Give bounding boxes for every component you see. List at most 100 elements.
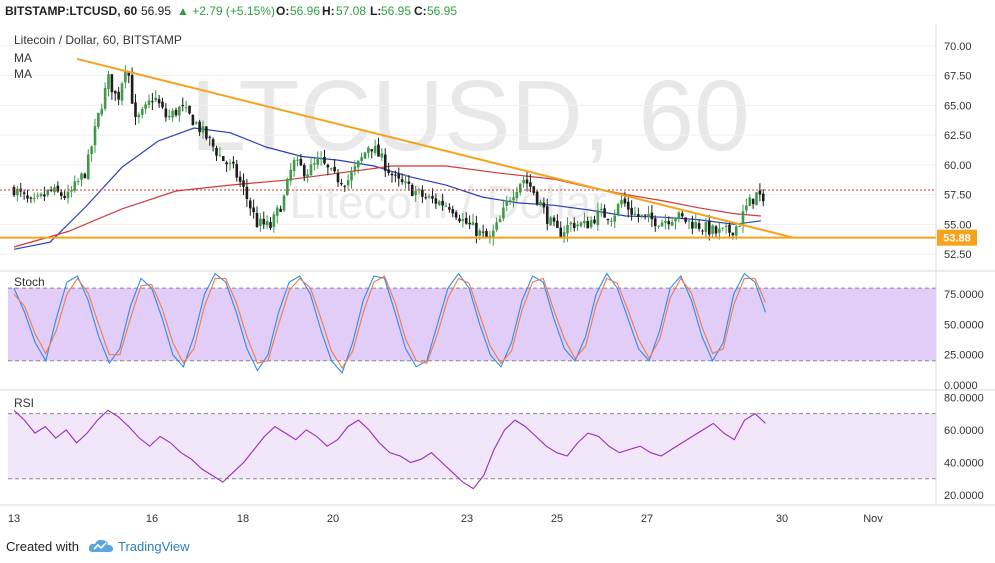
high-label: H: (322, 4, 335, 18)
time-tick: 16 (146, 513, 158, 525)
candle-body (444, 205, 448, 207)
candle-body (242, 180, 245, 187)
candle-body (279, 208, 282, 212)
candle-body (637, 214, 640, 217)
candle-body (475, 222, 478, 236)
tradingview-cloud-icon[interactable] (88, 537, 114, 555)
candle-body (694, 221, 698, 229)
candle-body (370, 149, 374, 152)
candle-body (373, 146, 377, 153)
candle-body (336, 173, 340, 183)
ma-slow-line (13, 165, 762, 248)
stoch-pane: 75.0000 50.0000 25.0000 0.0000 Stoch (8, 272, 984, 392)
candle-body (512, 197, 515, 201)
price-tick-label: 60.00 (944, 160, 972, 172)
candle-body (535, 191, 539, 205)
time-axis: 13 16 18 20 23 25 27 30 Nov (8, 513, 883, 525)
candle-body (124, 71, 127, 83)
open-value: 56.96 (290, 4, 321, 18)
candle-body (350, 172, 353, 181)
candle-body (721, 227, 725, 229)
price-change: ▲ +2.79 (+5.15%) (177, 4, 275, 18)
candle-body (218, 155, 222, 157)
candle-body (761, 193, 765, 202)
price-tick-label: 70.00 (944, 41, 972, 53)
candle-body (714, 226, 718, 234)
candle-body (630, 207, 633, 215)
candle-body (620, 199, 623, 205)
candle-body (39, 193, 43, 197)
candle-body (407, 181, 411, 184)
candle-body (296, 159, 299, 161)
candle-body (326, 164, 330, 168)
candle-body (184, 107, 188, 109)
footer: Created with TradingView (0, 532, 995, 563)
candle-body (346, 180, 350, 186)
tradingview-link[interactable]: TradingView (118, 539, 190, 554)
candle-body (49, 189, 53, 191)
candle-body (556, 220, 559, 228)
candle-body (56, 185, 60, 192)
candle-body (674, 218, 677, 222)
candle-body (518, 183, 522, 193)
price-tick-label: 65.00 (944, 100, 972, 112)
time-tick: 27 (641, 513, 653, 525)
symbol-label[interactable]: BITSTAMP:LTCUSD, 60 (5, 4, 138, 18)
candle-body (259, 218, 262, 226)
candle-body (32, 197, 36, 199)
candle-body (691, 221, 694, 229)
candle-body (144, 104, 147, 109)
high-value: 57.08 (336, 4, 367, 18)
candle-body (491, 230, 495, 238)
support-price-badge (937, 229, 977, 246)
candle-body (421, 189, 424, 197)
candle-body (441, 200, 444, 206)
candle-body (495, 222, 498, 230)
candle-body (448, 207, 451, 210)
candle-body (103, 88, 107, 109)
stoch-d-line (13, 275, 767, 370)
candle-body (292, 159, 296, 172)
candle-body (194, 122, 198, 124)
candle-body (380, 153, 384, 158)
candle-body (299, 158, 303, 166)
candle-body (53, 187, 56, 193)
candle-body (90, 146, 93, 155)
candle-body (16, 188, 19, 196)
candle-body (211, 139, 215, 147)
candle-body (151, 101, 154, 103)
stoch-tick-label: 50.0000 (944, 319, 984, 331)
candle-body (593, 219, 596, 224)
candle-body (269, 222, 272, 229)
candle-body (522, 180, 525, 184)
candle-body (319, 158, 323, 160)
candle-body (232, 161, 235, 164)
candle-body (137, 114, 141, 118)
candle-body (508, 200, 512, 202)
candle-body (171, 110, 174, 118)
candle-body (680, 213, 684, 217)
descending-trendline[interactable] (76, 57, 793, 239)
candle-body (130, 74, 134, 104)
candle-body (70, 190, 73, 192)
stoch-tick-label: 25.0000 (944, 350, 984, 362)
candle-body (59, 192, 63, 196)
candle-body (86, 154, 90, 179)
candle-body (569, 222, 573, 225)
candle-body (734, 226, 738, 236)
candle-body (306, 174, 309, 178)
chart-canvas[interactable]: LTCUSD, 60 Litecoin / Dollar 70.00 67.50 6… (0, 0, 995, 530)
chart-title: Litecoin / Dollar, 60, BITSTAMP (14, 33, 182, 47)
candle-body (431, 196, 434, 199)
candle-body (603, 208, 606, 218)
candle-body (394, 174, 397, 176)
candle-body (178, 106, 181, 116)
candle-body (100, 108, 104, 115)
candle-body (93, 126, 97, 146)
candle-body (228, 162, 232, 164)
candle-body (404, 181, 407, 184)
candle-body (657, 225, 660, 227)
candle-body (188, 105, 191, 114)
candle-body (289, 169, 293, 181)
candle-body (562, 232, 566, 238)
